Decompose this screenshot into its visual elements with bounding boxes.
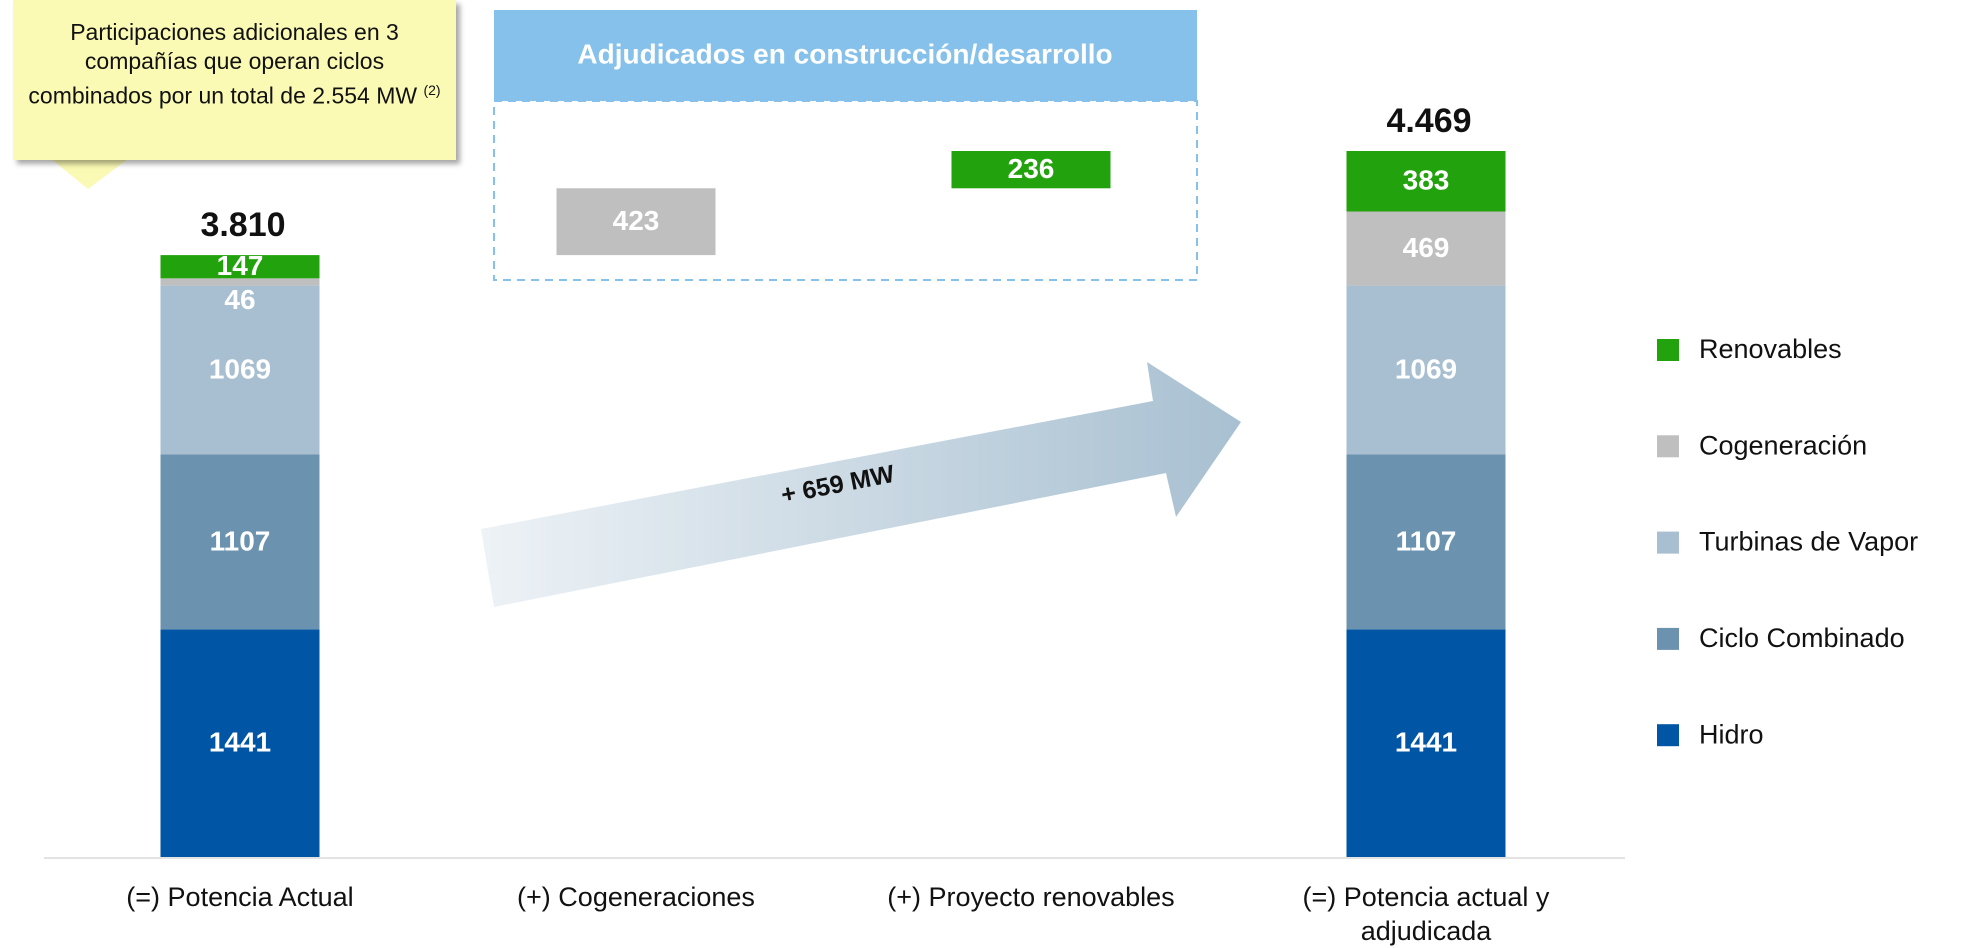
bar-segment — [160, 454, 320, 630]
data-label: 469 — [1403, 232, 1450, 263]
data-label: 1107 — [210, 525, 271, 556]
category-label: (=) Potencia actual y adjudicada — [1302, 882, 1550, 946]
bar-segment — [1346, 285, 1506, 455]
bar-segment — [556, 188, 716, 256]
arrow — [481, 362, 1241, 607]
data-label: 1441 — [1395, 727, 1457, 758]
bar-segment — [1346, 151, 1506, 212]
bar-segment — [160, 278, 320, 286]
bar-segment — [1346, 454, 1506, 630]
total-label: 4.469 — [1386, 102, 1471, 140]
category-label: (=) Potencia Actual — [126, 882, 354, 912]
data-label: 1441 — [209, 727, 271, 758]
data-label: 1069 — [209, 353, 271, 384]
data-label: 423 — [613, 205, 660, 236]
bar-segment — [1346, 629, 1506, 857]
legend-swatch — [1657, 531, 1679, 554]
legend-label: Ciclo Combinado — [1699, 623, 1905, 653]
callout-text: Participaciones adicionales en 3 compañí… — [28, 19, 418, 109]
callout-note: (2) — [423, 82, 441, 98]
bar-segment — [1346, 211, 1506, 286]
category-label: (+) Proyecto renovables — [887, 882, 1175, 912]
total-label: 3.810 — [200, 206, 285, 244]
data-label: 147 — [217, 250, 264, 281]
data-label: 46 — [224, 284, 255, 315]
legend-swatch — [1657, 339, 1679, 361]
data-label: 1069 — [1395, 353, 1457, 384]
legend-swatch — [1657, 724, 1679, 747]
bar-segment — [160, 285, 320, 455]
legend-label: Renovables — [1699, 334, 1842, 364]
bar-segment — [160, 629, 320, 857]
category-label: (+) Cogeneraciones — [517, 882, 755, 912]
legend-label: Hidro — [1699, 719, 1764, 749]
box-frame — [493, 100, 1198, 281]
data-label: 1107 — [1396, 525, 1457, 556]
bar-segment — [160, 255, 320, 279]
box-title: Adjudicados en construcción/desarrollo — [577, 38, 1112, 69]
legend-swatch — [1657, 435, 1679, 458]
data-label: 236 — [1008, 153, 1055, 184]
legend-label: Turbinas de Vapor — [1699, 527, 1918, 557]
legend-label: Cogeneración — [1699, 430, 1867, 460]
callout: Participaciones adicionales en 3 compañí… — [13, 0, 456, 160]
data-label: 383 — [1403, 165, 1450, 196]
box-header — [494, 10, 1197, 101]
bar-segment — [951, 151, 1111, 189]
legend-swatch — [1657, 627, 1679, 650]
